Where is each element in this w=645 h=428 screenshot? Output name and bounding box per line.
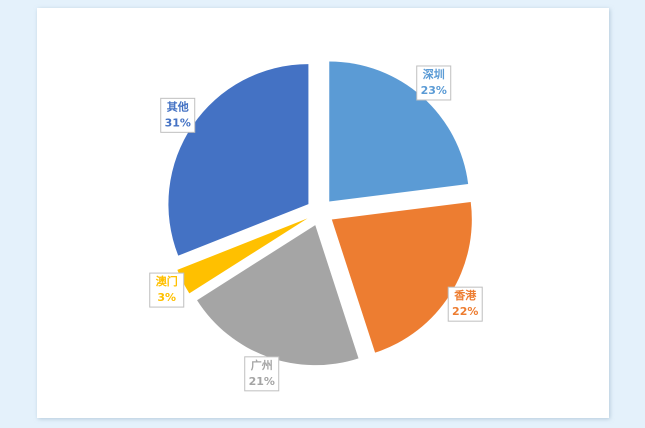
pie-slice [197,225,359,366]
label-box [447,286,483,322]
pie: 深圳 23% 香港 22% 广州 21% 澳门 3% 其他 31% [149,61,483,392]
value-label: 21% [249,375,275,388]
value-label: 31% [165,116,191,129]
label-box [149,272,185,308]
label-box [244,356,280,392]
category-label: 广州 [251,358,273,372]
pie-slice [329,61,469,202]
label-box [160,97,196,133]
value-label: 3% [157,291,176,304]
pie-slice [331,201,472,353]
category-label: 其他 [167,99,189,113]
label-box [416,65,452,101]
pie-slice [177,218,308,294]
category-label: 澳门 [156,274,178,288]
category-label: 香港 [453,288,477,302]
pie-slice [168,64,309,256]
value-label: 23% [421,84,447,97]
category-label: 深圳 [423,67,445,81]
value-label: 22% [452,305,478,318]
